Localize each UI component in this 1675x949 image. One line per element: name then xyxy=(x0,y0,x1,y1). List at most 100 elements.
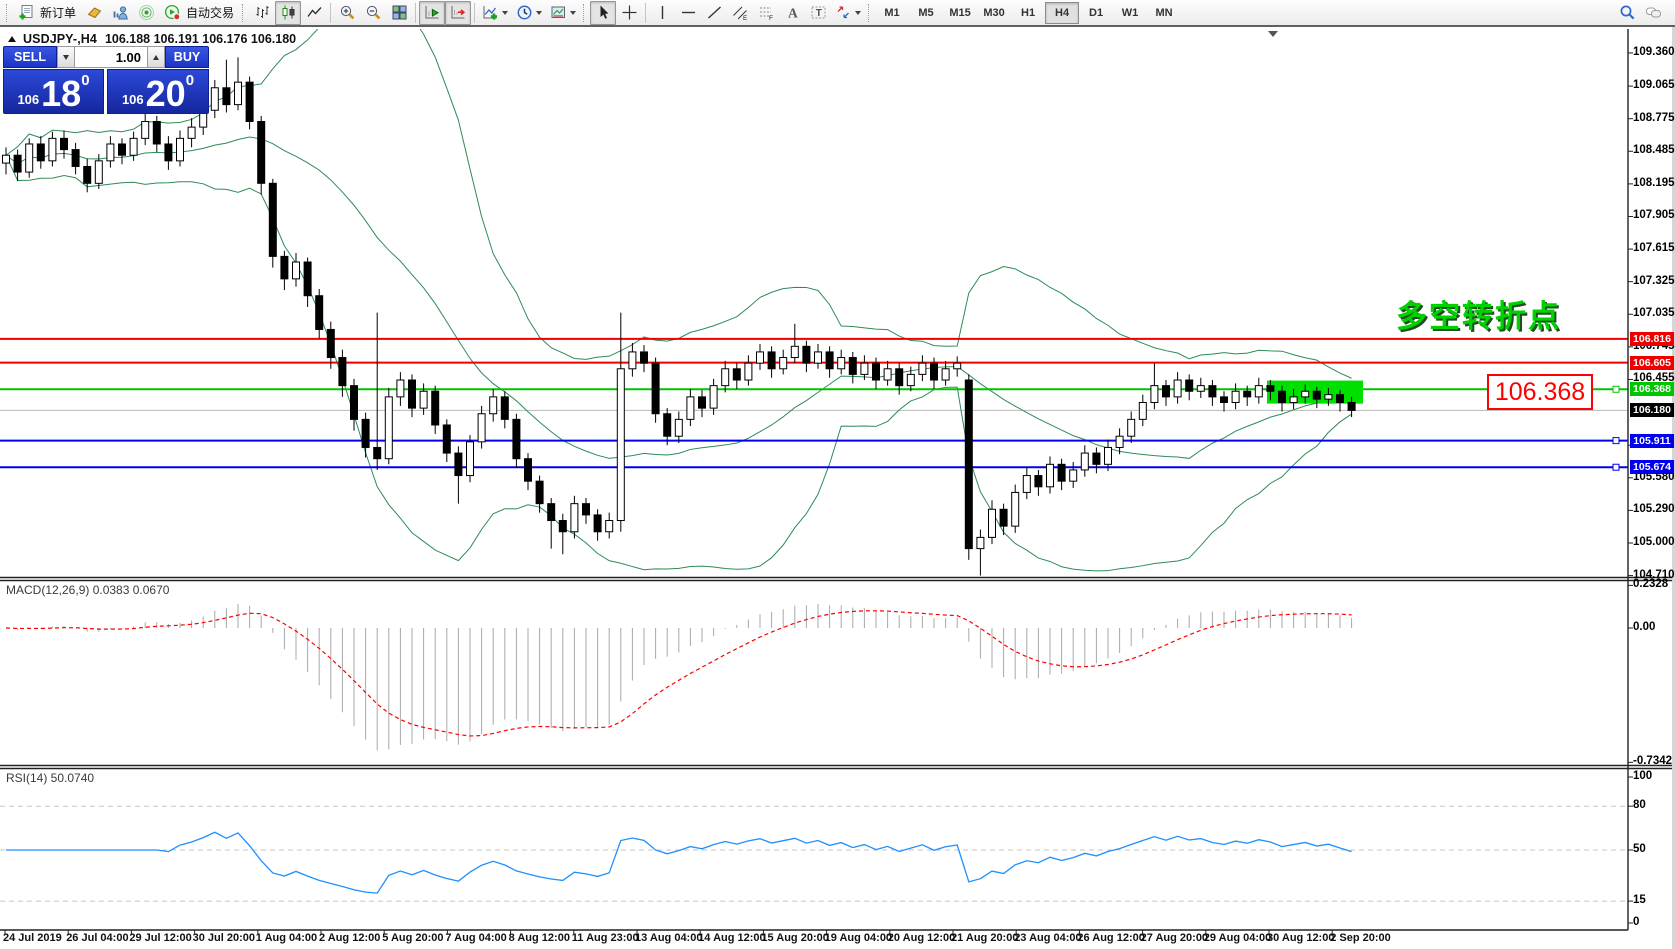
toolbar-separator xyxy=(330,2,332,23)
dropdown-arrow-icon xyxy=(536,10,543,15)
trendline-button[interactable] xyxy=(701,1,727,25)
timeframe-H4-button[interactable]: H4 xyxy=(1045,1,1080,24)
svg-text:E: E xyxy=(743,15,748,21)
macd-label: MACD(12,26,9) 0.0383 0.0670 xyxy=(6,583,170,597)
volume-increase-button[interactable] xyxy=(147,46,165,68)
timeframe-MN-button[interactable]: MN xyxy=(1155,6,1173,19)
periods-button[interactable] xyxy=(512,1,546,25)
equidistant-channel-button[interactable]: E xyxy=(727,1,753,25)
date-label: 1 Aug 04:00 xyxy=(255,932,318,944)
bull-bear-turning-point-annotation[interactable]: 多空转折点 xyxy=(1396,299,1561,334)
toolbar-grip xyxy=(242,3,246,22)
price-badge: 106.368 xyxy=(1630,382,1674,397)
sell-button[interactable]: SELL xyxy=(3,46,57,68)
date-label: 24 Jul 2019 xyxy=(3,932,62,944)
timeframe-D1-button[interactable]: D1 xyxy=(1089,6,1104,19)
price-callout-box[interactable]: 106.368 xyxy=(1487,374,1593,410)
market-watch-button[interactable] xyxy=(107,1,133,25)
candlestick-chart-button[interactable] xyxy=(275,0,302,25)
tile-windows-button[interactable] xyxy=(386,1,412,25)
timeframe-M15-button[interactable]: M15 xyxy=(949,6,971,19)
toolbar-grip xyxy=(6,3,10,22)
hline-handle[interactable] xyxy=(1612,463,1620,471)
svg-text:T: T xyxy=(815,8,821,19)
timeframe-M5-button[interactable]: M5 xyxy=(918,6,934,19)
horizontal-line-button[interactable] xyxy=(675,1,701,25)
timeframe-H1-button[interactable]: H1 xyxy=(1021,6,1036,19)
periods-icon xyxy=(517,5,532,20)
arrows-button[interactable] xyxy=(831,1,865,25)
date-label: 2 Sep 20:00 xyxy=(1330,932,1391,944)
timeframe-M1-button[interactable]: M1 xyxy=(884,6,900,19)
collapse-triangle-icon[interactable] xyxy=(8,36,16,42)
autotrading-button[interactable] xyxy=(159,1,185,25)
zoom-out-button[interactable] xyxy=(360,1,386,25)
toolbar-separator xyxy=(645,2,647,23)
volume-input[interactable] xyxy=(75,46,147,68)
zoom-in-button[interactable] xyxy=(334,1,360,25)
text-label-button[interactable]: T xyxy=(805,1,831,25)
indicators-icon xyxy=(483,6,498,20)
rsi-axis-label: 15 xyxy=(1633,894,1646,907)
timeframe-M30-button[interactable]: M30 xyxy=(983,6,1005,19)
templates-button[interactable] xyxy=(546,1,580,25)
sell-price-prefix: 106 xyxy=(17,92,40,107)
date-label: 29 Aug 04:00 xyxy=(1203,932,1272,944)
dropdown-arrow-icon xyxy=(855,10,862,15)
volume-decrease-button[interactable] xyxy=(57,46,75,68)
cursor-button[interactable] xyxy=(590,0,617,25)
auto-scroll-icon xyxy=(425,6,439,19)
trendline-icon xyxy=(707,6,721,19)
date-label: 19 Aug 04:00 xyxy=(824,932,893,944)
macd-axis-label: -0.7342 xyxy=(1633,755,1673,768)
buy-price-box[interactable]: 106 20 0 xyxy=(107,69,209,114)
date-label: 26 Jul 04:00 xyxy=(66,932,129,944)
toolbar-grip xyxy=(583,3,587,22)
crosshair-button[interactable] xyxy=(616,1,642,25)
bar-chart-button[interactable] xyxy=(249,1,275,25)
svg-text:F: F xyxy=(769,15,773,21)
search-button[interactable] xyxy=(1614,1,1640,25)
price-badge: 106.816 xyxy=(1630,331,1674,346)
date-label: 7 Aug 04:00 xyxy=(445,932,507,944)
sell-price-box[interactable]: 106 18 0 xyxy=(3,69,104,114)
toolbar: 新订单 自动交易 E F A T M1 M5 M15 M30 H1 H4 D1 W1 MN xyxy=(0,0,1675,27)
zoom-in-icon xyxy=(340,5,354,20)
date-label: 2 Aug 12:00 xyxy=(319,932,381,944)
auto-scroll-button[interactable] xyxy=(419,0,446,25)
metaeditor-button[interactable] xyxy=(81,1,107,25)
bar-chart-icon xyxy=(256,6,269,18)
rsi-axis-label: 100 xyxy=(1633,770,1653,782)
text-button[interactable]: A xyxy=(779,1,805,25)
price-badge: 105.674 xyxy=(1630,460,1674,475)
candles-layer xyxy=(2,57,1356,576)
tile-windows-icon xyxy=(392,5,407,20)
subwindow-arrow-icon[interactable] xyxy=(1268,31,1278,37)
signals-button[interactable] xyxy=(133,1,159,25)
line-chart-button[interactable] xyxy=(301,1,327,25)
text-label-icon: T xyxy=(811,6,826,19)
chart-shift-button[interactable] xyxy=(445,0,472,25)
date-label: 30 Aug 12:00 xyxy=(1267,932,1335,944)
timeframe-W1-button[interactable]: W1 xyxy=(1121,6,1139,19)
buy-button[interactable]: BUY xyxy=(165,46,209,68)
rsi-axis-label: 0 xyxy=(1633,916,1640,928)
hline-handle[interactable] xyxy=(1612,385,1620,393)
indicators-button[interactable] xyxy=(478,1,512,25)
buy-price-prefix: 106 xyxy=(121,92,144,107)
zoom-out-icon xyxy=(366,5,380,20)
rsi-axis-label: 50 xyxy=(1633,843,1646,855)
rsi-line xyxy=(6,831,1352,894)
new-order-button[interactable] xyxy=(13,1,39,25)
price-axis-label: 108.775 xyxy=(1633,111,1675,124)
fibonacci-button[interactable]: F xyxy=(753,1,779,25)
vertical-line-button[interactable] xyxy=(649,1,675,25)
price-axis-label: 107.905 xyxy=(1633,209,1675,222)
line-chart-icon xyxy=(306,7,322,17)
hline-handle[interactable] xyxy=(1612,437,1620,445)
date-label: 23 Aug 04:00 xyxy=(1014,932,1082,944)
chat-button[interactable] xyxy=(1640,1,1666,25)
chart-shift-icon xyxy=(451,6,465,19)
autotrading-label: 自动交易 xyxy=(186,6,235,20)
